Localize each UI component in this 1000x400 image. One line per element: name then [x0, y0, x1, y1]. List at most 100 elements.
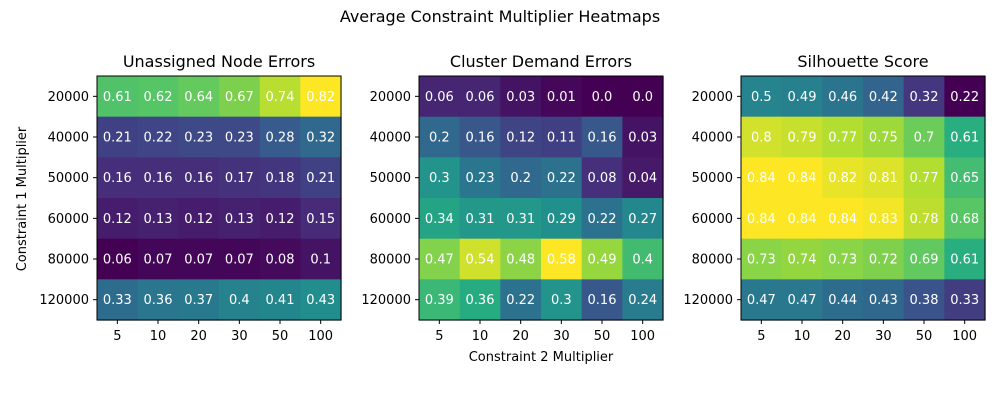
cell-value-label: 0.16: [184, 171, 213, 186]
heatmap-cell: [419, 76, 461, 118]
heatmap-cell: [259, 198, 301, 240]
cell-value-label: 0.8: [751, 131, 772, 146]
heatmap-cell: [822, 279, 864, 321]
cell-value-label: 0.16: [103, 171, 132, 186]
axes-frame: [96, 75, 342, 321]
heatmap-cell: [500, 157, 542, 199]
y-tick-label: 120000: [361, 293, 411, 308]
y-tick-label: 80000: [370, 253, 411, 268]
cell-value-label: 0.69: [910, 253, 939, 268]
heatmap-cell: [822, 116, 864, 158]
cell-value-label: 0.36: [466, 293, 495, 308]
cell-value-label: 0.37: [184, 293, 213, 308]
heatmap-cell: [219, 157, 261, 199]
heatmap-cell: [137, 157, 179, 199]
heatmap-cell: [903, 279, 945, 321]
heatmap-cell: [581, 279, 623, 321]
cell-value-label: 0.84: [747, 171, 776, 186]
cell-value-label: 0.43: [869, 293, 898, 308]
heatmap-cell: [622, 198, 664, 240]
heatmap-panel: Cluster Demand Errors 0.06 0.06 0.03 0.01 0.0…: [361, 52, 664, 344]
heatmap-cell: [300, 238, 342, 280]
heatmap-cell: [178, 116, 220, 158]
cell-value-label: 0.11: [547, 131, 576, 146]
cell-value-label: 0.2: [510, 171, 531, 186]
cell-value-label: 0.64: [184, 90, 213, 105]
heatmap-cell: [178, 76, 220, 118]
cell-value-label: 0.38: [910, 293, 939, 308]
heatmap-cell: [944, 116, 986, 158]
heatmap-cell: [97, 157, 139, 199]
heatmap-cell: [822, 76, 864, 118]
heatmap-cell: [459, 76, 501, 118]
x-tick-label: 100: [952, 329, 977, 344]
cell-value-label: 0.22: [547, 171, 576, 186]
x-tick-label: 50: [272, 329, 289, 344]
x-tick-label: 5: [435, 329, 443, 344]
heatmap-panels: Unassigned Node Errors 0.61 0.62 0.64 0.67 0.…: [39, 52, 986, 344]
cell-value-label: 0.03: [628, 131, 657, 146]
y-tick-label: 40000: [48, 131, 89, 146]
cell-value-label: 0.74: [788, 253, 817, 268]
heatmap-cell: [863, 279, 905, 321]
cell-value-label: 0.12: [103, 212, 132, 227]
heatmap-cell: [259, 279, 301, 321]
heatmap-cell: [944, 238, 986, 280]
heatmap-cell: [781, 238, 823, 280]
cell-value-label: 0.47: [788, 293, 817, 308]
cell-value-label: 0.77: [828, 131, 857, 146]
heatmap-cell: [741, 116, 783, 158]
heatmap-cell: [459, 157, 501, 199]
cell-value-label: 0.65: [950, 171, 979, 186]
heatmap-cell: [541, 238, 583, 280]
cell-value-label: 0.07: [184, 253, 213, 268]
cell-value-label: 0.61: [950, 131, 979, 146]
cell-value-label: 0.21: [306, 171, 335, 186]
heatmap-cell: [219, 116, 261, 158]
cell-value-label: 0.72: [869, 253, 898, 268]
cell-value-label: 0.0: [632, 90, 653, 105]
heatmap-cell: [419, 279, 461, 321]
y-tick-label: 60000: [48, 212, 89, 227]
heatmap-cell: [459, 198, 501, 240]
cell-value-label: 0.06: [425, 90, 454, 105]
heatmap-cell: [541, 198, 583, 240]
heatmap-cell: [541, 76, 583, 118]
cell-value-label: 0.15: [306, 212, 335, 227]
heatmap-cell: [97, 198, 139, 240]
cell-value-label: 0.82: [306, 90, 335, 105]
x-tick-label: 5: [113, 329, 121, 344]
heatmap-cell: [97, 76, 139, 118]
heatmap-cell: [781, 198, 823, 240]
panel-title: Unassigned Node Errors: [123, 52, 315, 71]
cell-value-label: 0.29: [547, 212, 576, 227]
cell-value-label: 0.54: [466, 253, 495, 268]
heatmap-cell: [137, 198, 179, 240]
heatmap-cell: [500, 76, 542, 118]
heatmap-cell: [137, 279, 179, 321]
x-tick-label: 50: [916, 329, 933, 344]
heatmap-cell: [781, 157, 823, 199]
cell-value-label: 0.06: [466, 90, 495, 105]
cell-value-label: 0.74: [266, 90, 295, 105]
y-tick-label: 40000: [370, 131, 411, 146]
cell-value-label: 0.41: [266, 293, 295, 308]
heatmap-cell: [622, 157, 664, 199]
cell-value-label: 0.33: [950, 293, 979, 308]
cell-value-label: 0.22: [950, 90, 979, 105]
heatmap-cell: [903, 157, 945, 199]
heatmap-cell: [822, 157, 864, 199]
x-tick-label: 100: [630, 329, 655, 344]
heatmap-cell: [622, 279, 664, 321]
heatmap-cell: [581, 198, 623, 240]
heatmap-cell: [581, 238, 623, 280]
heatmap-panel: Unassigned Node Errors 0.61 0.62 0.64 0.67 0.…: [39, 52, 342, 344]
heatmap-cell: [97, 238, 139, 280]
x-tick-label: 10: [150, 329, 167, 344]
y-tick-label: 50000: [48, 171, 89, 186]
cell-value-label: 0.3: [429, 171, 450, 186]
x-tick-label: 20: [512, 329, 529, 344]
cell-value-label: 0.84: [788, 171, 817, 186]
cell-value-label: 0.61: [950, 253, 979, 268]
